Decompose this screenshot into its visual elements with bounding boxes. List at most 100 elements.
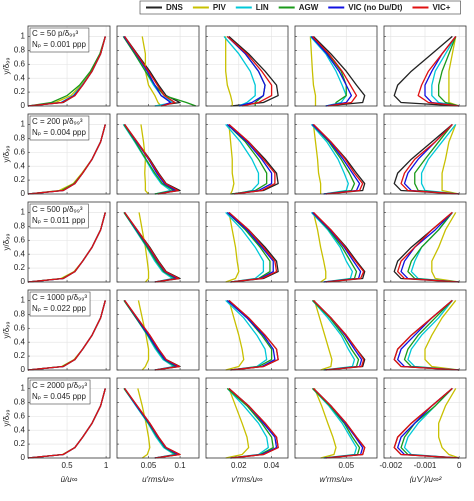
series-line [228, 211, 278, 283]
y-tick-label: 0 [21, 365, 26, 374]
panel-frame [383, 377, 467, 459]
series-line [410, 212, 460, 283]
series-line [312, 299, 365, 371]
series-line [122, 36, 197, 107]
panel-frame [27, 289, 111, 371]
x-tick-label: 0.05 [141, 461, 157, 470]
series-line [312, 124, 322, 194]
panel-frame [294, 377, 378, 459]
panel-frame [205, 113, 289, 195]
series-line [27, 36, 106, 107]
panel-frame [294, 289, 378, 371]
y-axis-label: y/δ₉₉ [2, 57, 11, 74]
y-tick-label: 0.4 [14, 425, 26, 434]
y-tick-label: 0 [21, 453, 26, 462]
annotation: Nₚ = 0.045 ppp [32, 392, 86, 401]
panel-frame [383, 201, 467, 283]
y-tick-label: 0.2 [14, 351, 26, 360]
y-tick-label: 0.4 [14, 249, 26, 258]
y-tick-label: 0.8 [14, 133, 26, 142]
y-axis-label: y/δ₉₉ [2, 409, 11, 426]
series-line [313, 388, 337, 459]
series-line [397, 211, 460, 283]
panel: 0.02 0.04 [205, 377, 289, 470]
series-line [441, 124, 460, 195]
series-line [27, 300, 106, 371]
panel [205, 289, 289, 371]
x-tick-label: 0.1 [175, 461, 187, 470]
y-tick-label: 0.4 [14, 337, 26, 346]
panel [116, 113, 200, 195]
panel: 0 0.2 0.4 0.6 0.8 1 [14, 201, 111, 286]
panel [116, 289, 200, 371]
panel: 0.05 [294, 377, 378, 470]
panel-frame [205, 377, 289, 459]
panel-frame [294, 201, 378, 283]
series-line [312, 387, 364, 459]
panel [294, 201, 378, 283]
annotation: Nₚ = 0.004 ppp [32, 128, 86, 137]
series-line [226, 35, 273, 107]
panel [383, 201, 467, 283]
annotation: Nₚ = 0.011 ppp [32, 216, 86, 225]
panel [294, 25, 378, 107]
annotation: C = 200 p/δ₉₉³ [32, 117, 83, 126]
panel-frame [383, 25, 467, 107]
x-tick-label: 0.05 [338, 461, 354, 470]
series-line [27, 124, 106, 195]
annotation: C = 500 p/δ₉₉³ [32, 205, 83, 214]
series-line [438, 36, 460, 107]
legend-label: DNS [166, 3, 184, 12]
y-tick-label: 0.2 [14, 263, 26, 272]
series-line [393, 299, 460, 371]
series-line [311, 299, 356, 371]
y-tick-label: 1 [21, 120, 26, 129]
series-line [312, 35, 366, 107]
series-line [312, 212, 327, 283]
series-line [312, 387, 366, 459]
series-line [309, 36, 317, 106]
series-line [137, 300, 150, 371]
x-axis-label: v′rms/u∞ [231, 475, 263, 484]
series-line [403, 387, 460, 459]
panel: -0.002 -0.001 0 [379, 377, 467, 470]
series-line [431, 36, 460, 107]
y-axis-label: y/δ₉₉ [2, 233, 11, 250]
x-axis-label: ū/u∞ [61, 475, 78, 484]
series-line [124, 36, 181, 107]
series-line [124, 36, 176, 107]
y-tick-label: 0.2 [14, 175, 26, 184]
series-line [311, 123, 361, 195]
panel [116, 25, 200, 107]
series-line [225, 212, 240, 283]
panel-frame [116, 201, 200, 283]
series-line [27, 388, 106, 459]
series-line [225, 300, 245, 371]
annotation: Nₚ = 0.001 ppp [32, 40, 86, 49]
series-line [312, 211, 365, 283]
x-axis-label: u′rms/u∞ [142, 475, 174, 484]
series-line [397, 299, 460, 371]
x-tick-label: 0.04 [264, 461, 280, 470]
series-line [424, 300, 460, 371]
annotation-box [29, 115, 90, 141]
annotation-box [29, 203, 89, 229]
x-tick-label: -0.002 [379, 461, 402, 470]
series-line [400, 211, 460, 283]
panel-frame [27, 201, 111, 283]
annotation-box [29, 379, 91, 405]
y-tick-label: 1 [21, 208, 26, 217]
series-line [311, 211, 358, 283]
series-line [400, 123, 460, 195]
series-line [226, 211, 274, 283]
panel [294, 289, 378, 371]
legend-label: VIC+ [432, 3, 450, 12]
series-line [393, 123, 460, 195]
y-tick-label: 0.6 [14, 323, 26, 332]
panel-frame [116, 377, 200, 459]
x-tick-label: 0.5 [61, 461, 73, 470]
panel [383, 113, 467, 195]
series-line [138, 212, 150, 283]
legend-label: PIV [213, 3, 227, 12]
series-line [27, 212, 106, 283]
